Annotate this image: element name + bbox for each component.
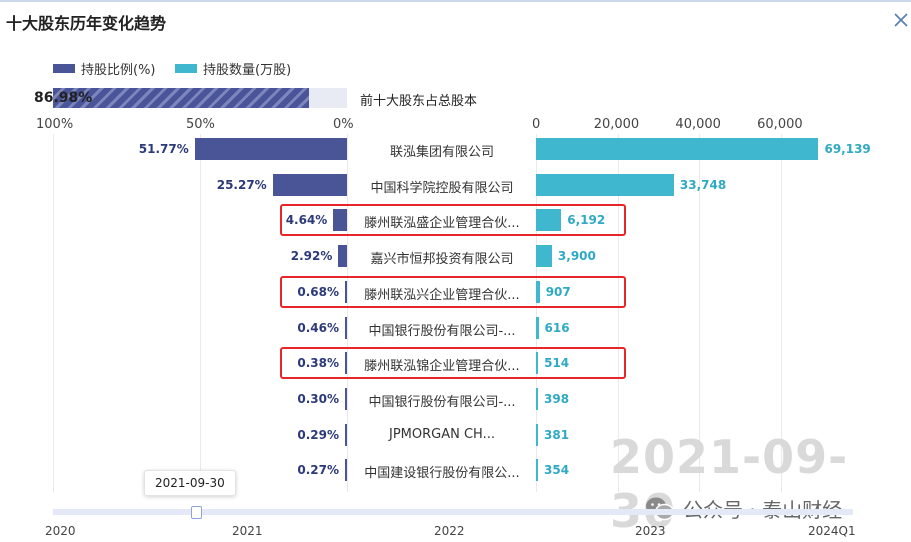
timeline-year-label[interactable]: 2020 <box>45 524 76 538</box>
highlight-box <box>280 275 626 308</box>
timeline-tooltip: 2021-09-30 <box>144 470 236 496</box>
quantity-value-label: 3,900 <box>557 249 596 264</box>
legend-swatch-ratio <box>53 64 75 73</box>
gridline-left <box>347 134 348 492</box>
page-title: 十大股东历年变化趋势 <box>6 14 167 33</box>
ratio-value-label: 2.92% <box>290 249 333 264</box>
holder-name: 嘉兴市恒邦投资有限公司 <box>370 252 514 268</box>
holder-name: 滕州联泓盛企业管理合伙... <box>364 216 520 232</box>
holder-name: 中国科学院控股有限公司 <box>370 180 514 196</box>
holder-name: 联泓集团有限公司 <box>389 145 494 160</box>
gridline-right <box>617 134 619 492</box>
ratio-value-label: 0.68% <box>297 284 339 299</box>
ratio-value-label: 0.38% <box>297 356 339 371</box>
ratio-value-label: 4.64% <box>285 213 328 228</box>
quantity-value-label: 6,192 <box>567 213 606 228</box>
legend-label-ratio: 持股比例(%) <box>81 63 156 78</box>
timeline-year-label[interactable]: 2021 <box>232 524 263 538</box>
summary-value: 86.98% <box>34 90 93 106</box>
highlight-box <box>280 204 626 237</box>
quantity-bar[interactable] <box>536 280 540 303</box>
holder-name: 中国银行股份有限公司-... <box>368 323 516 339</box>
quantity-bar[interactable] <box>536 459 538 482</box>
legend-quantity[interactable]: 持股数量(万股) <box>175 59 291 78</box>
tick-label-right: 40,000 <box>675 117 721 132</box>
quantity-value-label: 907 <box>545 284 571 299</box>
timeline-year-label[interactable]: 2024Q1 <box>808 524 856 538</box>
ratio-value-label: 0.29% <box>297 427 339 442</box>
quantity-value-label: 69,139 <box>824 142 871 156</box>
holder-name: JPMORGAN CH... <box>389 426 495 442</box>
summary-label: 前十大股东占总股本 <box>360 94 478 109</box>
quantity-value-label: 354 <box>544 463 570 478</box>
quantity-bar[interactable] <box>536 316 539 339</box>
ratio-bar[interactable] <box>345 280 347 303</box>
timeline-year-label[interactable]: 2023 <box>635 524 666 538</box>
gridline-right <box>536 134 537 492</box>
tick-label-right: 0 <box>532 117 541 132</box>
gridline-left <box>200 134 201 492</box>
quantity-value-label: 33,748 <box>679 177 727 192</box>
legend-label-quantity: 持股数量(万股) <box>203 63 292 78</box>
gridline-right <box>781 134 783 492</box>
close-icon[interactable] <box>892 11 910 29</box>
ratio-value-label: 0.27% <box>297 463 339 478</box>
ratio-bar[interactable] <box>345 316 347 339</box>
ratio-bar[interactable] <box>345 352 347 375</box>
ratio-bar[interactable] <box>333 209 347 232</box>
ratio-bar[interactable] <box>345 459 347 482</box>
summary-bar-track <box>53 88 347 108</box>
quantity-bar[interactable] <box>536 352 539 375</box>
ratio-value-label: 25.27% <box>216 177 267 192</box>
holder-name: 中国银行股份有限公司-... <box>368 394 516 410</box>
quantity-bar[interactable] <box>536 245 552 268</box>
timeline-year-label[interactable]: 2022 <box>434 524 465 538</box>
gridline-right <box>699 134 701 492</box>
quantity-value-label: 398 <box>544 391 570 406</box>
quantity-value-label: 514 <box>544 356 570 371</box>
quantity-bar[interactable] <box>536 138 819 160</box>
legend-ratio[interactable]: 持股比例(%) <box>53 59 156 78</box>
tick-label-left: 100% <box>36 117 74 132</box>
ratio-bar[interactable] <box>194 138 347 160</box>
holder-name: 滕州联泓兴企业管理合伙... <box>364 287 520 303</box>
quantity-bar[interactable] <box>536 173 674 196</box>
ratio-bar[interactable] <box>345 387 347 410</box>
ratio-value-label: 0.30% <box>297 391 339 406</box>
ratio-value-label: 51.77% <box>138 142 189 156</box>
summary-bar-fill <box>53 88 309 108</box>
quantity-bar[interactable] <box>536 423 538 446</box>
tick-label-right: 20,000 <box>593 117 640 132</box>
quantity-bar[interactable] <box>536 209 562 232</box>
holder-name: 滕州联泓锦企业管理合伙... <box>364 359 520 375</box>
quantity-value-label: 381 <box>544 427 570 442</box>
tick-label-left: 50% <box>186 117 215 132</box>
quantity-bar[interactable] <box>536 387 538 410</box>
legend-swatch-quantity <box>175 64 197 73</box>
holder-name: 中国建设银行股份有限公... <box>364 466 520 482</box>
timeline-handle[interactable] <box>191 506 202 519</box>
gridline-left <box>53 134 54 492</box>
ratio-bar[interactable] <box>338 245 347 268</box>
ratio-bar[interactable] <box>345 423 347 446</box>
ratio-value-label: 0.46% <box>297 320 339 335</box>
quantity-value-label: 616 <box>544 320 570 335</box>
highlight-box <box>280 347 626 380</box>
timeline-track[interactable] <box>53 509 853 515</box>
tick-label-left: 0% <box>333 117 354 132</box>
top-border <box>0 0 911 2</box>
tick-label-right: 60,000 <box>757 117 803 132</box>
ratio-bar[interactable] <box>272 173 347 196</box>
